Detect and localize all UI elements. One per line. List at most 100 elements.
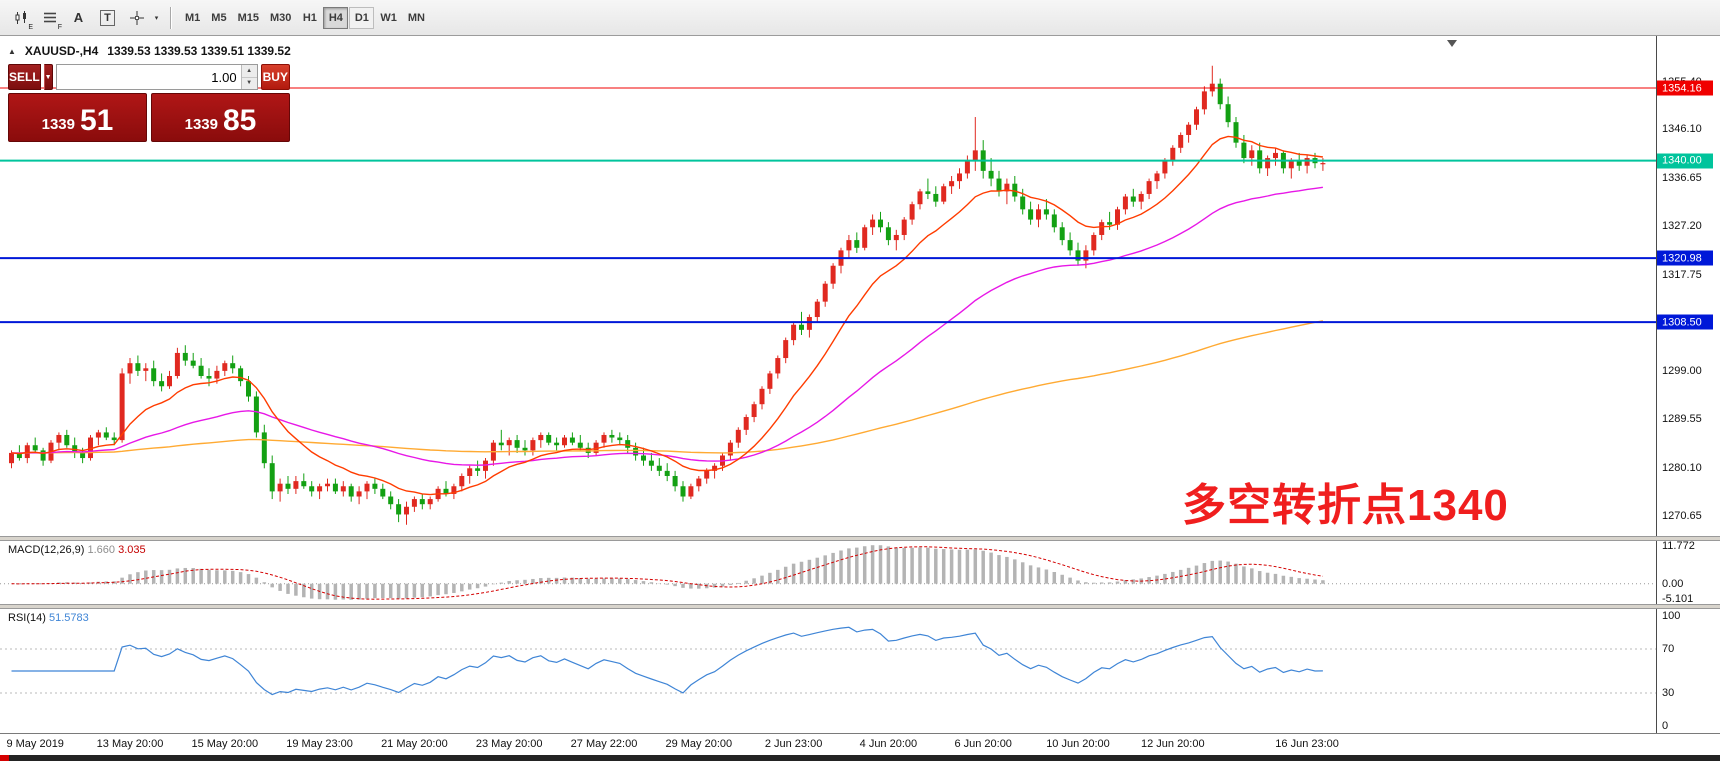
price-axis-label: 1289.55: [1662, 413, 1702, 426]
crosshair-tool-dropdown-caret-icon[interactable]: ▾: [154, 14, 159, 22]
chart-symbol: XAUUSD-,H4: [24, 44, 99, 58]
volume-spinner: ▲ ▼: [240, 65, 257, 89]
macd-canvas[interactable]: [0, 541, 1656, 604]
time-axis-label: 27 May 22:00: [570, 738, 638, 750]
candlestick-chart-sub-label: E: [28, 23, 33, 31]
chart-lines-sub-label: F: [57, 23, 62, 31]
volume-input[interactable]: [56, 65, 241, 89]
chart-annotation-text: 多空转折点1340: [1182, 481, 1509, 530]
timeframe-button-m15[interactable]: M15: [237, 11, 259, 24]
ma-48-line: [11, 186, 1323, 466]
bottom-strip-red-marker: [0, 755, 9, 761]
time-axis-label: 9 May 2019: [6, 738, 64, 750]
ma-200-line: [11, 320, 1324, 454]
time-axis-label: 16 Jun 23:00: [1275, 738, 1339, 750]
crosshair-tool-icon[interactable]: [122, 4, 151, 32]
price-axis-label: 1299.00: [1662, 364, 1702, 377]
price-chart-canvas[interactable]: [0, 36, 1656, 536]
chart-title: ▲ XAUUSD-,H4 1339.53 1339.53 1339.51 133…: [8, 44, 291, 58]
rsi-axis-label: 100: [1662, 610, 1681, 622]
rsi-panel[interactable]: RSI(14) 51.5783: [0, 609, 1656, 733]
rsi-axis-label: 30: [1662, 687, 1675, 699]
timeframe-button-h4[interactable]: H4: [323, 6, 349, 29]
macd-signal-value: 3.035: [118, 544, 146, 556]
sell-options-caret-icon[interactable]: ▼: [43, 64, 53, 90]
price-level-badge: 1320.98: [1657, 250, 1713, 266]
sell-button[interactable]: SELL: [8, 64, 41, 90]
panel-splitter[interactable]: [0, 604, 1720, 609]
sell-price-display[interactable]: 1339 51: [8, 93, 147, 142]
price-axis-label: 1317.75: [1662, 268, 1702, 281]
price-axis[interactable]: 1355.401346.101336.651327.201317.751308.…: [1656, 36, 1720, 755]
macd-signal-line: [11, 546, 1323, 600]
price-axis-label: 1336.65: [1662, 171, 1702, 184]
chart-window: ▲ XAUUSD-,H4 1339.53 1339.53 1339.51 133…: [0, 36, 1720, 761]
ma-13-line: [11, 135, 1323, 496]
text-tool-icon[interactable]: T: [93, 4, 122, 32]
buy-price-pips: 85: [223, 104, 257, 137]
toolbar-separator: [170, 6, 172, 29]
volume-increase-button[interactable]: ▲: [241, 65, 257, 78]
candlestick-chart-icon[interactable]: E: [6, 4, 35, 32]
timeframe-button-m5[interactable]: M5: [211, 11, 227, 24]
price-axis-label: 1346.10: [1662, 123, 1702, 136]
macd-main-value: 1.660: [87, 544, 116, 556]
rsi-value: 51.5783: [48, 612, 89, 624]
timeframe-button-d1[interactable]: D1: [349, 6, 375, 29]
chart-lines-icon[interactable]: F: [35, 4, 64, 32]
price-axis-label: 1270.65: [1662, 510, 1702, 523]
rsi-axis-label: 0: [1662, 720, 1669, 732]
rsi-axis-label: 70: [1662, 643, 1675, 655]
volume-box: ▲ ▼: [55, 64, 258, 90]
price-axis-label: 1280.10: [1662, 461, 1702, 474]
timeframe-group: M1 M5 M15 M30 H1 H4 D1 W1 MN: [180, 6, 430, 29]
time-axis-label: 15 May 20:00: [191, 738, 259, 750]
chart-ohlc: 1339.53 1339.53 1339.51 1339.52: [107, 44, 291, 58]
macd-panel[interactable]: MACD(12,26,9) 1.660 3.035: [0, 541, 1656, 604]
toolbar-tools-group: E F A T ▾: [6, 4, 162, 32]
buy-button[interactable]: BUY: [260, 64, 290, 90]
price-level-badge: 1354.16: [1657, 80, 1713, 96]
timeframe-button-m30[interactable]: M30: [269, 11, 292, 24]
timeframe-button-w1[interactable]: W1: [380, 11, 397, 24]
buy-price-display[interactable]: 1339 85: [151, 93, 290, 142]
one-click-trading-panel: SELL ▼ ▲ ▼ BUY 1339 51 1339: [8, 64, 290, 142]
time-axis-label: 23 May 20:00: [475, 738, 543, 750]
timeframe-button-m1[interactable]: M1: [185, 11, 201, 24]
timeframe-button-mn[interactable]: MN: [407, 11, 425, 24]
time-axis-label: 12 Jun 20:00: [1140, 738, 1205, 750]
price-level-badge: 1340.00: [1657, 153, 1713, 169]
macd-label: MACD(12,26,9) 1.660 3.035: [8, 544, 146, 556]
cursor-tool-icon[interactable]: A: [73, 10, 84, 25]
rsi-canvas[interactable]: [0, 609, 1656, 733]
chart-shift-marker-icon: [1447, 40, 1457, 47]
text-tool-glyph: T: [100, 9, 115, 26]
time-axis-label: 10 Jun 20:00: [1046, 738, 1110, 750]
macd-axis-label: 0.00: [1662, 577, 1684, 590]
price-axis-label: 1327.20: [1662, 220, 1702, 233]
buy-price-main: 1339: [184, 116, 218, 133]
time-axis-label: 13 May 20:00: [96, 738, 164, 750]
volume-decrease-button[interactable]: ▼: [241, 77, 257, 89]
macd-axis-label: 11.772: [1662, 540, 1695, 552]
time-axis-label: 6 Jun 20:00: [954, 738, 1012, 750]
timeframe-button-h1[interactable]: H1: [302, 11, 317, 24]
toolbar: E F A T ▾ M1 M5 M15 M30 H1 H4 D1 W1 MN: [0, 0, 1720, 36]
sell-price-pips: 51: [80, 104, 114, 137]
main-chart-panel[interactable]: ▲ XAUUSD-,H4 1339.53 1339.53 1339.51 133…: [0, 36, 1656, 536]
macd-histogram: [17, 545, 1325, 600]
time-axis-label: 21 May 20:00: [381, 738, 448, 750]
one-click-collapse-icon[interactable]: ▲: [8, 46, 16, 56]
time-axis[interactable]: 9 May 2019 13 May 20:00 15 May 20:00 19 May…: [0, 733, 1720, 755]
rsi-label: RSI(14) 51.5783: [8, 612, 89, 624]
sell-price-main: 1339: [41, 116, 75, 133]
macd-axis-label: -5.101: [1662, 593, 1694, 605]
time-axis-label: 4 Jun 20:00: [859, 738, 918, 750]
panel-splitter[interactable]: [0, 536, 1720, 541]
time-axis-label: 19 May 23:00: [286, 738, 353, 750]
time-axis-label: 2 Jun 23:00: [764, 738, 823, 750]
price-level-badge: 1308.50: [1657, 314, 1713, 330]
bottom-scrollbar[interactable]: [0, 755, 1720, 761]
rsi-line: [11, 626, 1323, 696]
